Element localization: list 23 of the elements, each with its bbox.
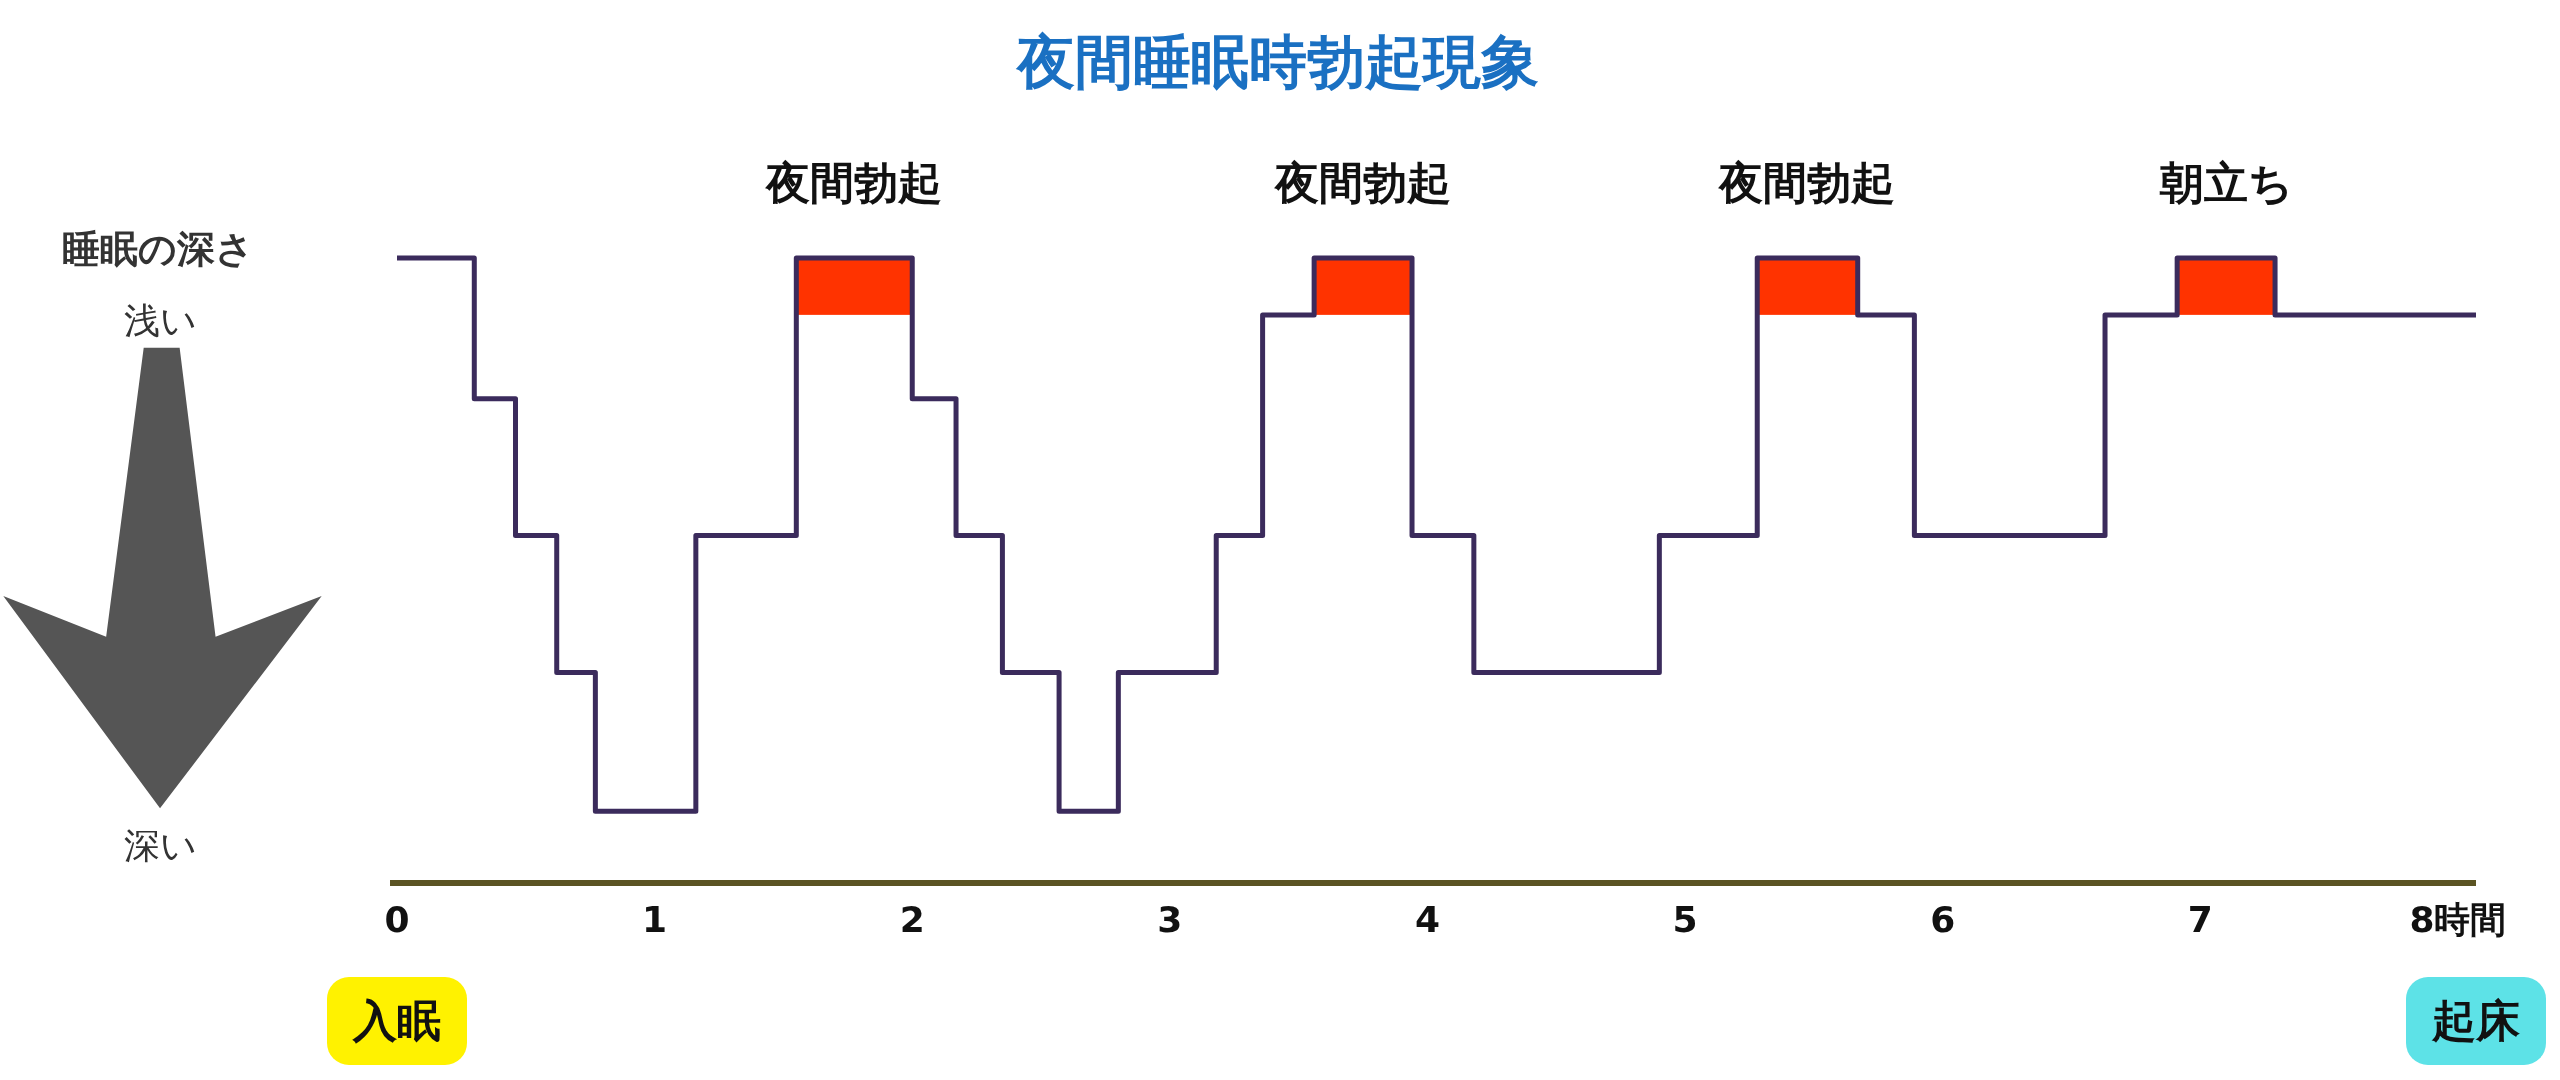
band-label: 朝立ち — [2158, 157, 2293, 208]
text: 深い — [123, 825, 197, 866]
text: 浅い — [123, 300, 197, 341]
badge: 入眠 — [327, 977, 467, 1065]
band: 朝立ち — [2159, 157, 2293, 315]
x-tick-label: 5 — [1672, 899, 1698, 940]
band-label: 夜間勃起 — [765, 157, 943, 208]
x-tick-label: 3 — [1157, 899, 1183, 940]
x-tick-label: 0 — [384, 899, 410, 940]
x-tick-label: 4 — [1414, 899, 1441, 940]
chart-title: 夜間睡眠時勃起現象 — [1015, 28, 1539, 96]
band: 夜間勃起 — [766, 157, 943, 315]
x-tick-label: 2 — [899, 899, 925, 940]
x-tick-label: 1 — [642, 899, 668, 940]
band: 夜間勃起 — [1719, 157, 1896, 315]
x-tick-label: 7 — [2187, 899, 2213, 940]
y-axis-title: 睡眠の深さ — [62, 227, 254, 271]
band-label: 夜間勃起 — [1274, 157, 1452, 208]
x-tick-label: 6 — [1930, 899, 1956, 940]
band-label: 夜間勃起 — [1718, 157, 1896, 208]
x-tick-label: 8時間 — [2409, 899, 2507, 940]
band: 夜間勃起 — [1275, 157, 1452, 315]
badge: 起床 — [2406, 977, 2546, 1065]
